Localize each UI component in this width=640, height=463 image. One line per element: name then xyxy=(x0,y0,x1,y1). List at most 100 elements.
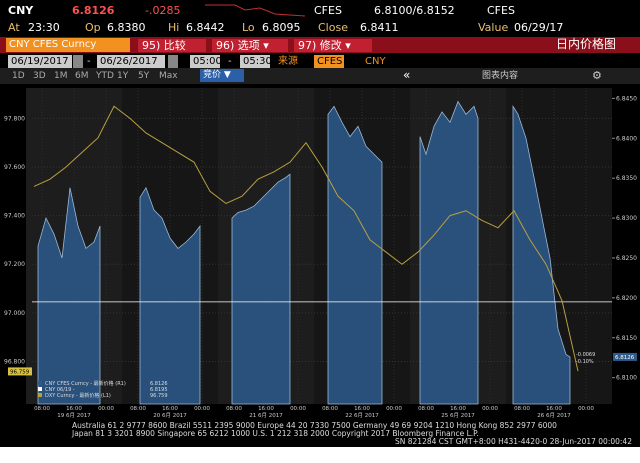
y2-tick-label: 6.8350 xyxy=(616,175,637,182)
y-tick-label: 97.000 xyxy=(4,310,25,317)
footer-line: Australia 61 2 9777 8600 Brazil 5511 239… xyxy=(72,421,557,430)
security[interactable]: CNY CFES Curncy xyxy=(6,38,130,52)
quote-value: 6.8095 xyxy=(262,21,301,34)
day-label: 25 6月 2017 xyxy=(441,412,475,419)
last-value: 6.8126 xyxy=(615,355,635,361)
separator: - xyxy=(87,56,91,67)
period-button[interactable]: 3D xyxy=(33,71,46,81)
quote-label: At xyxy=(8,21,20,34)
period-bar xyxy=(0,68,640,84)
quote-label: Value xyxy=(478,21,509,34)
y2-tick-label: 6.8250 xyxy=(616,255,637,262)
period-button[interactable]: 1M xyxy=(54,71,68,81)
source: CFES xyxy=(487,4,515,17)
x-tick-label: 00:00 xyxy=(386,406,402,412)
period-button[interactable]: 5Y xyxy=(138,71,150,81)
quote-label: Close xyxy=(318,21,348,34)
day-label: 26 6月 2017 xyxy=(537,412,571,419)
calendar-icon[interactable] xyxy=(73,55,83,68)
x-tick-label: 08:00 xyxy=(418,406,434,412)
y2-tick-label: 6.8300 xyxy=(616,215,637,222)
terminal: CNY 6.8126 -.0285 CFES 6.8100/6.8152 CFE… xyxy=(0,0,640,447)
x-tick-label: 16:00 xyxy=(354,406,370,412)
toolbar-button[interactable]: 96) 选项 ▾ xyxy=(212,39,288,52)
x-tick-label: 00:00 xyxy=(98,406,114,412)
x-tick-label: 08:00 xyxy=(130,406,146,412)
change: -.0285 xyxy=(145,4,181,17)
legend-value: 6.8126 xyxy=(150,381,168,387)
legend-swatch xyxy=(38,381,42,385)
start-time[interactable]: 05:00 xyxy=(190,55,222,68)
quote-label: Lo xyxy=(242,21,255,34)
source-field[interactable]: CFES xyxy=(314,55,344,68)
period-button[interactable]: 6M xyxy=(75,71,89,81)
period-button[interactable]: 1D xyxy=(12,71,25,81)
legend-label: CNY CFES Curncy - 最新价格 (R1) xyxy=(45,380,126,387)
bid-ask: 6.8100/6.8152 xyxy=(374,4,455,17)
last-box xyxy=(8,367,32,376)
x-tick-label: 16:00 xyxy=(546,406,562,412)
ticker: CNY xyxy=(8,4,34,17)
x-tick-label: 08:00 xyxy=(226,406,242,412)
quote-value: 6.8380 xyxy=(107,21,146,34)
x-tick-label: 00:00 xyxy=(290,406,306,412)
quote-label: Op xyxy=(85,21,101,34)
x-tick-label: 16:00 xyxy=(450,406,466,412)
bid-menu[interactable]: 竞价 ▼ xyxy=(200,69,244,82)
quote-value: 06/29/17 xyxy=(514,21,564,34)
quote-label: Hi xyxy=(168,21,180,34)
area xyxy=(37,100,571,405)
quote-value: 6.8442 xyxy=(186,21,225,34)
price: 6.8126 xyxy=(72,4,115,17)
legend-label: CNY 06/19 - xyxy=(45,387,75,393)
toolbar-button[interactable]: 97) 修改 ▾ xyxy=(294,39,372,52)
nav-back[interactable]: « xyxy=(403,68,411,82)
legend-value: 6.8195 xyxy=(150,387,168,393)
legend-value: 96.759 xyxy=(150,393,168,399)
period-button[interactable]: Max xyxy=(159,71,178,81)
source: CFES xyxy=(314,4,342,17)
source-label: 来源 xyxy=(278,56,298,67)
day-label: 20 6月 2017 xyxy=(153,412,187,419)
toolbar-button[interactable]: 95) 比较 xyxy=(138,39,206,52)
calendar-icon[interactable] xyxy=(168,55,178,68)
y2-tick-label: 6.8450 xyxy=(616,95,637,102)
period-button[interactable]: YTD xyxy=(96,71,114,81)
legend-label: DXY Curncy - 最新价格 (L1) xyxy=(45,392,111,399)
y-tick-label: 97.800 xyxy=(4,115,25,122)
y2-tick-label: 6.8200 xyxy=(616,295,637,302)
end-time[interactable]: 05:30 xyxy=(240,55,272,68)
end-date[interactable]: 06/26/2017 xyxy=(97,55,165,68)
quote-value: 6.8411 xyxy=(360,21,399,34)
chart-content[interactable]: 图表内容 xyxy=(482,71,519,81)
day-label: 22 6月 2017 xyxy=(345,412,379,419)
annotation: -0.0069 xyxy=(576,352,595,358)
x-tick-label: 00:00 xyxy=(194,406,210,412)
x-tick-label: 08:00 xyxy=(34,406,50,412)
y2-tick-label: 6.8400 xyxy=(616,135,637,142)
y2-tick-label: 6.8100 xyxy=(616,375,637,382)
settings-icon[interactable]: ⚙ xyxy=(592,69,602,82)
footer-line: SN 821284 CST GMT+8:00 H431-4420-0 28-Ju… xyxy=(395,437,632,446)
x-tick-label: 08:00 xyxy=(322,406,338,412)
y-tick-label: 97.400 xyxy=(4,213,25,220)
footer-line: Japan 81 3 3201 8900 Singapore 65 6212 1… xyxy=(72,429,479,438)
last-value: 96.759 xyxy=(10,369,30,375)
y-tick-label: 97.200 xyxy=(4,261,25,268)
toolbar-title: 日内价格图 xyxy=(556,37,617,51)
x-tick-label: 08:00 xyxy=(514,406,530,412)
quote-value: 23:30 xyxy=(28,21,60,34)
x-tick-label: 00:00 xyxy=(482,406,498,412)
start-date[interactable]: 06/19/2017 xyxy=(8,55,72,68)
day-label: 21 6月 2017 xyxy=(249,412,283,419)
y2-tick-label: 6.8150 xyxy=(616,335,637,342)
y-tick-label: 96.800 xyxy=(4,358,25,365)
annotation: -0.10% xyxy=(576,359,594,365)
x-tick-label: 00:00 xyxy=(578,406,594,412)
x-tick-label: 16:00 xyxy=(162,406,178,412)
mini-trend xyxy=(205,4,305,17)
chart: 96.800 97.000 97.200 97.400 97.600 97.800 6.81… xyxy=(4,88,637,419)
line xyxy=(33,105,579,372)
period-button[interactable]: 1Y xyxy=(117,71,129,81)
